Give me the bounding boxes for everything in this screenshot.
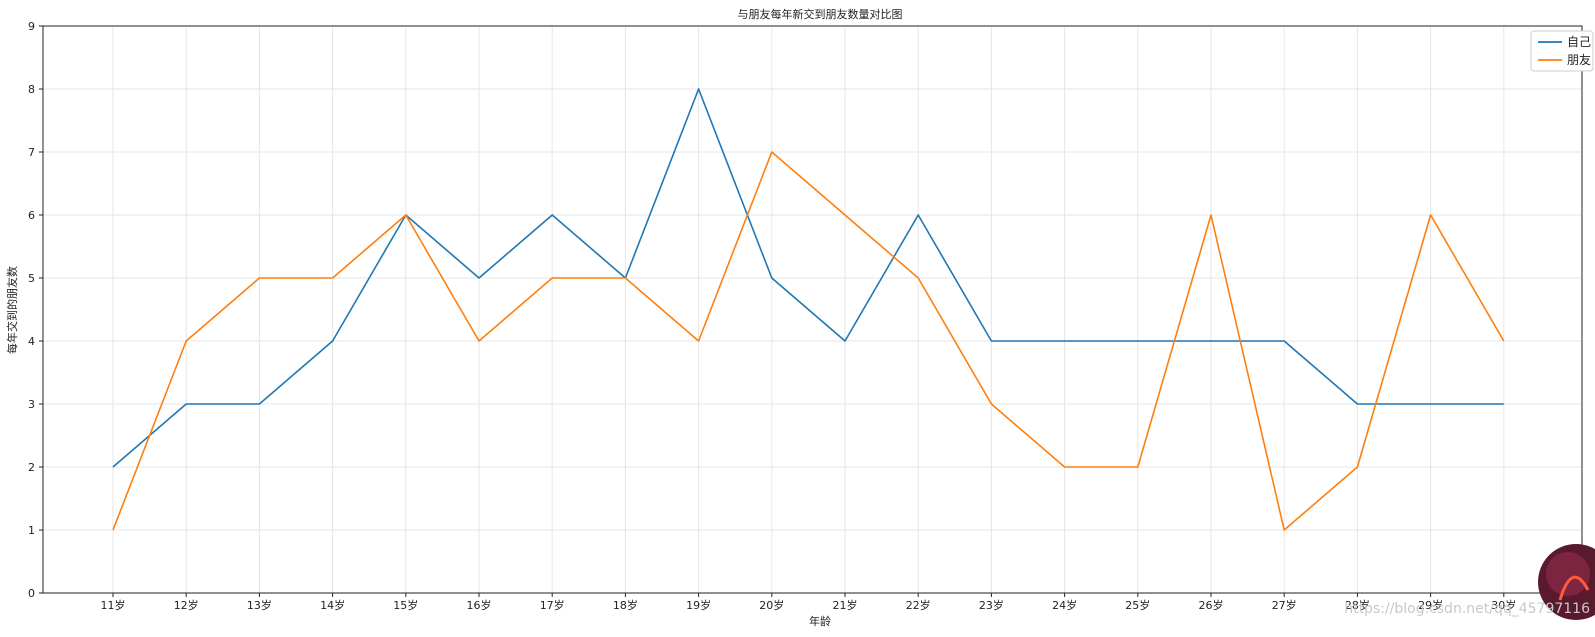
x-tick-label: 23岁 (979, 598, 1004, 612)
series-lines (112, 88, 1505, 531)
legend-box (1530, 30, 1594, 72)
x-tick-label: 29岁 (1418, 598, 1443, 612)
y-tick-label: 1 (28, 524, 35, 537)
avatar (1538, 544, 1595, 620)
x-tick-label: 27岁 (1272, 598, 1297, 612)
x-tick-label: 14岁 (320, 598, 345, 612)
y-tick-label: 7 (28, 146, 35, 159)
y-axis: 0 1 2 3 4 5 6 7 8 9 (28, 20, 43, 600)
x-tick-label: 19岁 (686, 598, 711, 612)
y-tick-label: 5 (28, 272, 35, 285)
x-axis-title: 年龄 (809, 614, 831, 628)
watermark-text: https://blog.csdn.net/qq_45797116 (1344, 601, 1590, 617)
y-tick-label: 9 (28, 20, 35, 33)
avatar-flame (1558, 575, 1590, 601)
y-tick-label: 8 (28, 83, 35, 96)
grid (43, 25, 1582, 594)
legend-label-friends: 朋友 (1567, 53, 1591, 67)
y-tick-label: 2 (28, 461, 35, 474)
x-tick-label: 20岁 (759, 598, 784, 612)
x-tick-label: 17岁 (540, 598, 565, 612)
x-tick-label: 22岁 (906, 598, 931, 612)
x-tick-label: 18岁 (613, 598, 638, 612)
x-tick-label: 21岁 (833, 598, 858, 612)
x-tick-label: 26岁 (1199, 598, 1224, 612)
x-tick-label: 12岁 (174, 598, 199, 612)
x-axis: 11岁 12岁 13岁 14岁 15岁 16岁 17岁 18岁 19岁 20岁 21岁 22岁 23岁 2… (101, 593, 1516, 612)
series-line-friends (112, 151, 1505, 531)
legend: 自己 朋友 (1530, 30, 1594, 72)
x-tick-label: 11岁 (101, 598, 126, 612)
legend-label-self: 自己 (1567, 35, 1591, 49)
chart-title: 与朋友每年新交到朋友数量对比图 (738, 7, 903, 21)
y-tick-label: 0 (28, 587, 35, 600)
y-axis-title: 每年交到的朋友数 (5, 266, 19, 354)
y-tick-label: 4 (28, 335, 35, 348)
y-tick-label: 6 (28, 209, 35, 222)
x-tick-label: 15岁 (393, 598, 418, 612)
x-tick-label: 16岁 (467, 598, 492, 612)
x-tick-label: 25岁 (1125, 598, 1150, 612)
x-tick-label: 13岁 (247, 598, 272, 612)
x-tick-label: 30岁 (1491, 598, 1516, 612)
x-tick-label: 28岁 (1345, 598, 1370, 612)
x-tick-label: 24岁 (1052, 598, 1077, 612)
plot-frame (42, 25, 1583, 594)
avatar-highlight (1546, 552, 1590, 596)
y-tick-label: 3 (28, 398, 35, 411)
series-line-self (112, 88, 1504, 468)
